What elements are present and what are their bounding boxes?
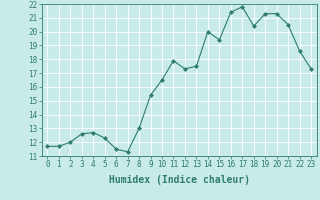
X-axis label: Humidex (Indice chaleur): Humidex (Indice chaleur)	[109, 175, 250, 185]
